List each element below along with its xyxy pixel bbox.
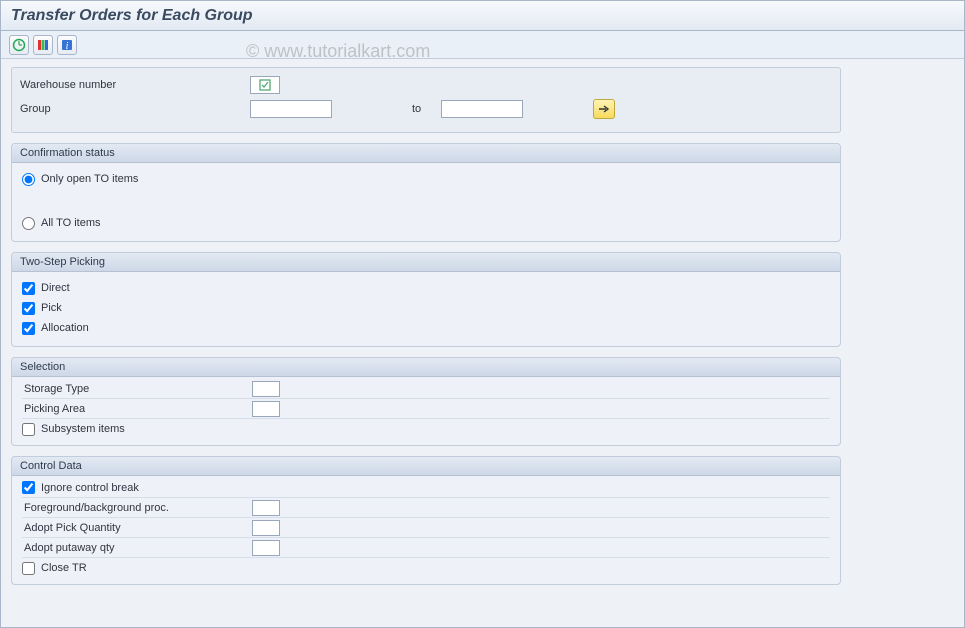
execute-icon[interactable] <box>9 35 29 55</box>
pick-checkbox[interactable] <box>22 302 35 315</box>
page-title: Transfer Orders for Each Group <box>1 1 964 31</box>
arrow-right-icon <box>598 104 610 114</box>
warehouse-input[interactable] <box>250 76 280 94</box>
picking-area-label: Picking Area <box>22 403 252 415</box>
storage-type-input[interactable] <box>252 381 280 397</box>
adopt-pick-label: Adopt Pick Quantity <box>22 522 252 534</box>
adopt-pick-input[interactable] <box>252 520 280 536</box>
group-title: Selection <box>12 358 840 377</box>
picking-area-input[interactable] <box>252 401 280 417</box>
pick-label: Pick <box>41 302 62 314</box>
only-open-radio[interactable] <box>22 173 35 186</box>
svg-text:i: i <box>66 41 69 52</box>
control-data-group: Control Data Ignore control break Foregr… <box>11 456 841 585</box>
storage-type-label: Storage Type <box>22 383 252 395</box>
group-title: Two-Step Picking <box>12 253 840 272</box>
group-title: Confirmation status <box>12 144 840 163</box>
warehouse-label: Warehouse number <box>20 79 250 91</box>
info-icon[interactable]: i <box>57 35 77 55</box>
two-step-picking-group: Two-Step Picking Direct Pick Allocation <box>11 252 841 347</box>
fg-bg-input[interactable] <box>252 500 280 516</box>
confirmation-status-group: Confirmation status Only open TO items A… <box>11 143 841 242</box>
group-label: Group <box>20 103 250 115</box>
content-area: Warehouse number Group to Confirmation s… <box>1 59 964 603</box>
all-items-label: All TO items <box>41 217 101 229</box>
direct-label: Direct <box>41 282 70 294</box>
ignore-break-label: Ignore control break <box>41 482 139 494</box>
adopt-putaway-input[interactable] <box>252 540 280 556</box>
multiple-selection-button[interactable] <box>593 99 615 119</box>
allocation-label: Allocation <box>41 322 89 334</box>
subsystem-label: Subsystem items <box>41 423 125 435</box>
toolbar: i <box>1 31 964 59</box>
fg-bg-label: Foreground/background proc. <box>22 502 252 514</box>
close-tr-label: Close TR <box>41 562 87 574</box>
filter-area: Warehouse number Group to <box>11 67 841 133</box>
group-title: Control Data <box>12 457 840 476</box>
to-label: to <box>412 103 421 115</box>
close-tr-checkbox[interactable] <box>22 562 35 575</box>
all-items-radio[interactable] <box>22 217 35 230</box>
search-help-icon <box>259 79 271 91</box>
group-from-input[interactable] <box>250 100 332 118</box>
direct-checkbox[interactable] <box>22 282 35 295</box>
allocation-checkbox[interactable] <box>22 322 35 335</box>
selection-group: Selection Storage Type Picking Area Subs… <box>11 357 841 446</box>
adopt-putaway-label: Adopt putaway qty <box>22 542 252 554</box>
only-open-label: Only open TO items <box>41 173 138 185</box>
ignore-break-checkbox[interactable] <box>22 481 35 494</box>
group-to-input[interactable] <box>441 100 523 118</box>
subsystem-checkbox[interactable] <box>22 423 35 436</box>
variants-icon[interactable] <box>33 35 53 55</box>
